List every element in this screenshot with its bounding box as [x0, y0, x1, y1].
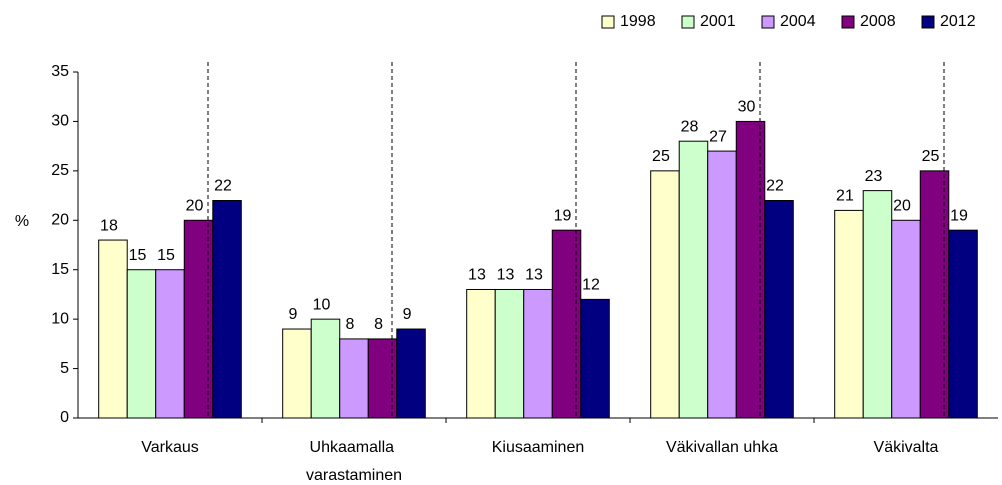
- legend-label: 2008: [860, 13, 896, 30]
- bar: [494, 288, 525, 419]
- legend-label: 1998: [620, 13, 656, 30]
- value-label: 20: [893, 198, 911, 215]
- value-label: 8: [346, 316, 355, 333]
- value-label: 23: [865, 168, 883, 185]
- x-tick-label: Väkivallan uhka: [666, 439, 778, 456]
- value-label: 9: [403, 306, 412, 323]
- legend-swatch: [761, 15, 775, 29]
- x-tick-label: Väkivalta: [874, 439, 939, 456]
- y-tick-label: 20: [51, 212, 69, 229]
- value-label: 19: [554, 207, 572, 224]
- bar: [282, 328, 312, 419]
- legend-swatch: [921, 15, 935, 29]
- value-label: 15: [129, 247, 147, 264]
- bar: [764, 200, 794, 419]
- legend-swatch: [601, 15, 615, 29]
- value-label: 25: [652, 148, 670, 165]
- bar: [948, 229, 978, 419]
- bar: [396, 328, 426, 419]
- y-tick-label: 25: [51, 162, 69, 179]
- value-label: 9: [289, 306, 298, 323]
- value-label: 13: [497, 267, 515, 284]
- x-tick-label: Kiusaaminen: [492, 439, 585, 456]
- value-label: 21: [836, 188, 854, 205]
- bar: [650, 170, 680, 419]
- value-label: 13: [468, 267, 486, 284]
- bar: [126, 269, 157, 419]
- bar: [98, 239, 128, 419]
- y-tick-label: 10: [51, 310, 69, 327]
- value-label: 8: [374, 316, 383, 333]
- value-label: 19: [950, 207, 968, 224]
- bar: [466, 288, 496, 419]
- bar: [580, 298, 610, 419]
- x-tick-label-line: varastaminen: [306, 467, 402, 484]
- bar: [310, 318, 341, 419]
- bar: [678, 140, 709, 419]
- y-tick-label: 15: [51, 261, 69, 278]
- legend-swatch: [681, 15, 695, 29]
- bar: [834, 209, 864, 419]
- y-axis-label: %: [15, 213, 29, 230]
- bar: [707, 150, 737, 419]
- legend-swatch: [841, 15, 855, 29]
- bar: [551, 229, 582, 419]
- legend-label: 2001: [700, 13, 736, 30]
- value-label: 28: [681, 118, 699, 135]
- bar: [212, 200, 242, 419]
- value-label: 25: [922, 148, 940, 165]
- value-label: 13: [525, 267, 543, 284]
- y-tick-label: 0: [60, 409, 69, 426]
- value-label: 18: [100, 217, 118, 234]
- value-label: 10: [313, 296, 331, 313]
- y-tick-label: 35: [51, 63, 69, 80]
- bar: [891, 219, 921, 419]
- y-tick-label: 30: [51, 113, 69, 130]
- value-label: 30: [738, 99, 756, 116]
- bar: [862, 190, 893, 419]
- legend-label: 2004: [780, 13, 816, 30]
- x-tick-label-line: Uhkaamalla: [310, 439, 399, 456]
- bar: [735, 120, 766, 419]
- bar: [919, 170, 950, 419]
- value-label: 22: [214, 178, 232, 195]
- bar: [183, 219, 214, 419]
- x-tick-label: Varkaus: [141, 439, 199, 456]
- bar: [367, 338, 398, 419]
- value-label: 20: [186, 198, 204, 215]
- bar: [523, 288, 553, 419]
- value-label: 27: [709, 128, 727, 145]
- bar: [155, 269, 185, 419]
- value-label: 15: [157, 247, 175, 264]
- legend-label: 2012: [940, 13, 976, 30]
- bar: [339, 338, 369, 419]
- value-label: 22: [766, 178, 784, 195]
- y-tick-label: 5: [60, 360, 69, 377]
- value-label: 12: [582, 277, 600, 294]
- x-tick-label: Uhkaamalla varastaminen: [306, 439, 402, 484]
